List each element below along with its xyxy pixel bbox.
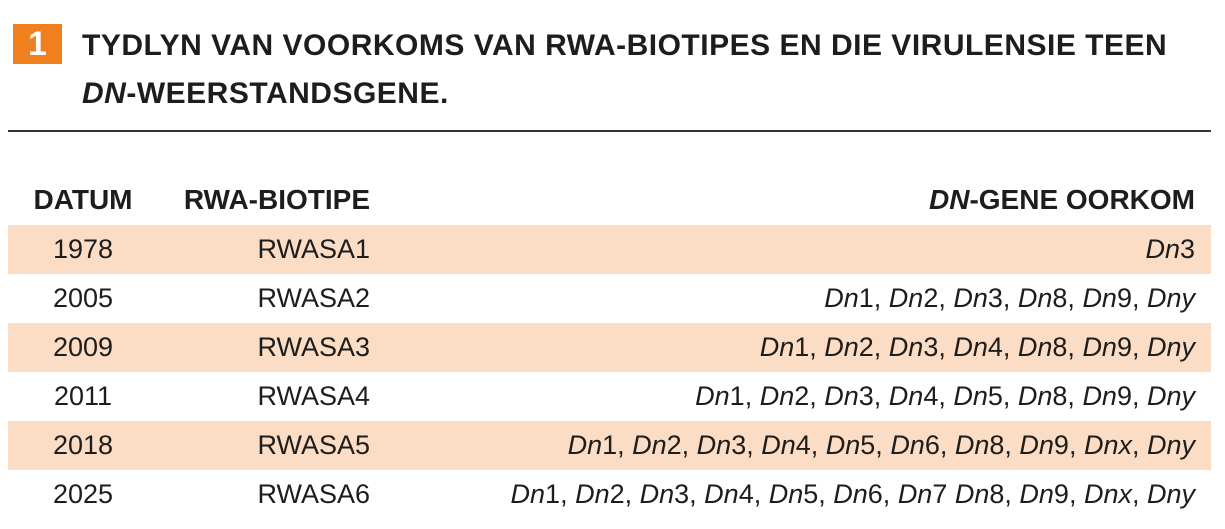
table-row: 2025 RWASA6 Dn1, Dn2, Dn3, Dn4, Dn5, Dn6, … <box>8 470 1211 519</box>
table-cell: 2011 <box>53 381 113 411</box>
table: DATUM RWA-BIOTIPE DN-GENE OORKOM 1978 RWASA… <box>8 175 1211 519</box>
table-cell: 2018 <box>8 421 158 470</box>
table-cell: 2009 <box>8 323 158 372</box>
column-header: DN-GENE OORKOM <box>928 184 1195 215</box>
table-row: 2011 RWASA4 Dn1, Dn2, Dn3, Dn4, Dn5, Dn8, … <box>8 372 1211 421</box>
table-cell: 1978 <box>8 225 158 274</box>
table-cell: Dn1, Dn2, Dn3, Dn4, Dn5, Dn6, Dn8, Dn9, … <box>370 421 1211 470</box>
table-cell: RWASA1 <box>158 225 370 274</box>
table-row: 1978 RWASA1 Dn3 <box>8 225 1211 274</box>
table-cell: 2025 <box>52 479 114 509</box>
table-cell: RWASA2 <box>257 283 370 313</box>
header-row: DATUM RWA-BIOTIPE DN-GENE OORKOM <box>8 175 1211 225</box>
table-row: 2009 RWASA3 Dn1, Dn2, Dn3, Dn4, Dn8, Dn9, … <box>8 323 1211 372</box>
column-header: DATUM <box>33 184 133 215</box>
table-row: 2005 RWASA2 Dn1, Dn2, Dn3, Dn8, Dn9, Dny <box>8 274 1211 323</box>
table-cell: Dn1, Dn2, Dn3, Dn4, Dn5, Dn6, Dn7 Dn8, D… <box>510 479 1195 509</box>
table-cell: RWASA6 <box>257 479 370 509</box>
column-header: RWA-BIOTIPE <box>183 184 370 215</box>
table-cell: Dn1, Dn2, Dn3, Dn4, Dn8, Dn9, Dny <box>370 323 1211 372</box>
divider <box>8 130 1211 132</box>
table-cell: Dn3 <box>370 225 1211 274</box>
table-cell: RWASA4 <box>257 381 370 411</box>
table-cell: 2005 <box>52 283 114 313</box>
table-row: 2018 RWASA5 Dn1, Dn2, Dn3, Dn4, Dn5, Dn6, … <box>8 421 1211 470</box>
table-cell: Dn1, Dn2, Dn3, Dn4, Dn5, Dn8, Dn9, Dny <box>695 381 1195 411</box>
table-cell: Dn1, Dn2, Dn3, Dn8, Dn9, Dny <box>824 283 1195 313</box>
title: TYDLYN VAN VOORKOMS VAN RWA-BIOTIPES EN … <box>82 29 1168 110</box>
section-badge: 1 <box>13 24 62 64</box>
table-cell: RWASA5 <box>158 421 370 470</box>
table-body: 1978 RWASA1 Dn3 2005 RWASA2 Dn1, Dn2, Dn3, Dn… <box>8 225 1211 519</box>
table-cell: RWASA3 <box>158 323 370 372</box>
